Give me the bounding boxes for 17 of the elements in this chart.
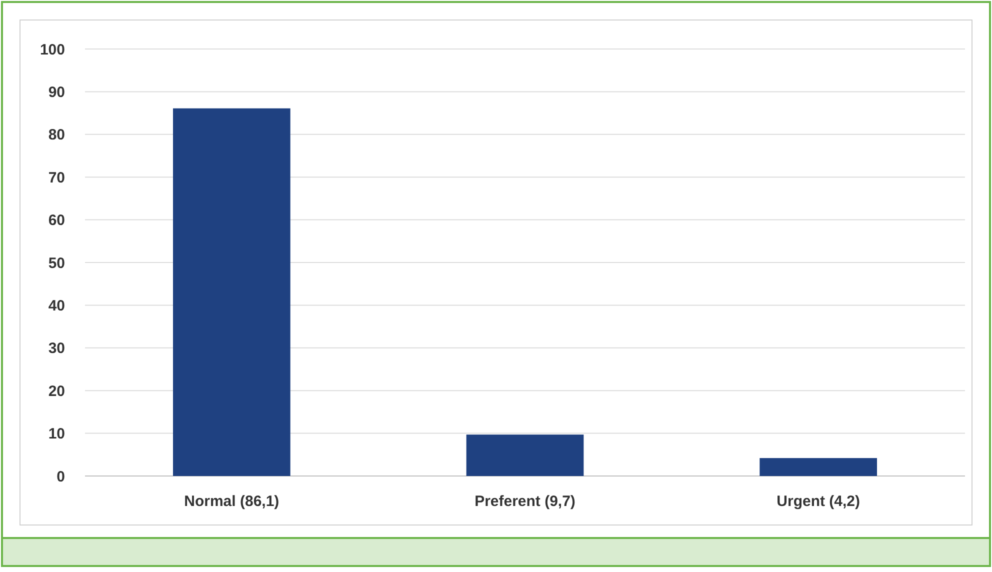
bar — [173, 108, 290, 476]
x-tick-label: Urgent (4,2) — [776, 493, 860, 510]
x-tick-label: Preferent (9,7) — [474, 493, 576, 510]
y-tick-label: 30 — [48, 340, 65, 358]
y-tick-label: 50 — [48, 254, 65, 272]
y-tick-label: 70 — [48, 169, 65, 186]
y-tick-label: 80 — [48, 126, 65, 144]
x-tick-label: Normal (86,1) — [184, 493, 280, 510]
y-tick-label: 90 — [48, 84, 65, 101]
bar — [760, 458, 877, 476]
y-tick-label: 40 — [48, 297, 65, 314]
y-tick-label: 20 — [48, 382, 65, 400]
y-tick-label: 0 — [56, 468, 65, 486]
y-tick-label: 60 — [48, 212, 65, 230]
y-tick-label: 10 — [48, 426, 65, 443]
y-tick-label: 100 — [40, 41, 65, 58]
bar — [466, 434, 584, 476]
